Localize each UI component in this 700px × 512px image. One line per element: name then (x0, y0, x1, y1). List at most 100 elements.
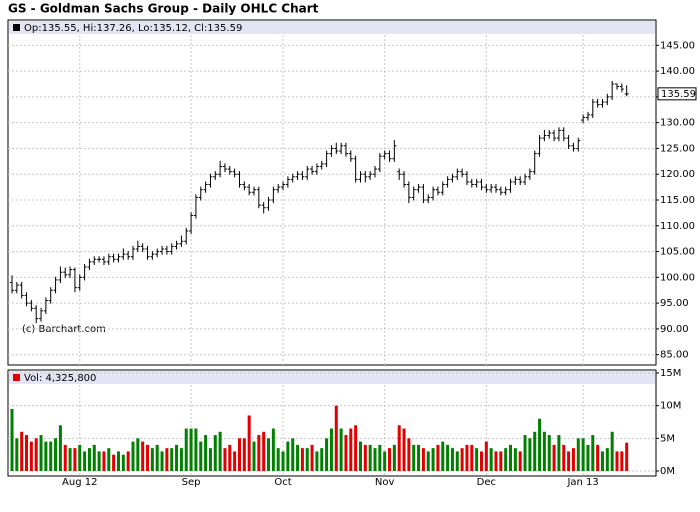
volume-bar (484, 441, 488, 471)
volume-bar (141, 441, 145, 471)
volume-bar (44, 441, 48, 471)
volume-bar (615, 451, 619, 471)
volume-bar (446, 444, 450, 471)
volume-bar (25, 435, 29, 471)
volume-bar (475, 448, 479, 471)
volume-bar (39, 435, 43, 471)
volume-bar (179, 448, 183, 471)
y-tick-label: 90.00 (660, 324, 689, 335)
y-tick-label: 15M (660, 368, 681, 379)
price-panel (7, 19, 657, 366)
volume-bar (58, 425, 62, 471)
volume-bar (412, 444, 416, 471)
volume-bar (267, 438, 271, 471)
x-tick-label: Sep (182, 477, 201, 488)
chart-title: GS - Goldman Sachs Group - Daily OHLC Ch… (8, 2, 319, 16)
volume-bar (97, 451, 101, 471)
volume-bar (223, 448, 227, 471)
volume-bar (315, 451, 319, 471)
volume-bar (557, 435, 561, 471)
volume-bar (73, 448, 77, 471)
volume-bar (358, 441, 362, 471)
volume-bar (218, 431, 222, 471)
volume-bar (455, 451, 459, 471)
volume-bar (494, 451, 498, 471)
volume-bar (170, 448, 174, 471)
volume-bar (581, 438, 585, 471)
volume-bar (310, 444, 314, 471)
y-tick-label: 110.00 (660, 221, 695, 232)
volume-bar (116, 451, 120, 471)
volume-bar (460, 448, 464, 471)
volume-bar (29, 441, 33, 471)
y-tick-label: 115.00 (660, 195, 695, 206)
volume-bar (620, 451, 624, 471)
volume-bar (286, 441, 290, 471)
volume-bar (184, 428, 188, 471)
volume-bar (204, 435, 208, 471)
price-tag-box (657, 87, 697, 101)
volume-bar (392, 444, 396, 471)
volume-bar (542, 431, 546, 471)
volume-bar (567, 451, 571, 471)
volume-bar (10, 408, 14, 471)
volume-bar (199, 441, 203, 471)
volume-bar (354, 425, 358, 471)
volume-bar (262, 431, 266, 471)
volume-bar (271, 428, 275, 471)
x-tick-label: Nov (375, 477, 395, 488)
volume-bar (388, 448, 392, 471)
volume-bar (509, 444, 513, 471)
volume-bar (92, 444, 96, 471)
volume-bar (513, 448, 517, 471)
volume-legend-swatch (13, 374, 20, 381)
price-tag: 135.59 (661, 89, 696, 100)
y-tick-label: 85.00 (660, 350, 689, 361)
volume-bar (518, 451, 522, 471)
volume-bar (276, 448, 280, 471)
x-tick-label: Dec (477, 477, 496, 488)
volume-bar (489, 448, 493, 471)
volume-bar (334, 405, 338, 471)
volume-bar (213, 435, 217, 471)
volume-bar (436, 444, 440, 471)
volume-bar (15, 438, 19, 471)
volume-bar (339, 428, 343, 471)
volume-bar (107, 448, 111, 471)
volume-bar (296, 444, 300, 471)
volume-bar (402, 428, 406, 471)
volume-bar (34, 438, 38, 471)
volume-bar (112, 454, 116, 471)
volume-bar (189, 428, 193, 471)
y-tick-label: 130.00 (660, 118, 695, 129)
volume-bar (252, 441, 256, 471)
volume-bar (450, 448, 454, 471)
price-header (9, 21, 655, 34)
volume-bar (499, 451, 503, 471)
y-tick-label: 140.00 (660, 66, 695, 77)
volume-bar (441, 441, 445, 471)
volume-bar (165, 448, 169, 471)
volume-bar (552, 444, 556, 471)
volume-bar (538, 418, 542, 471)
volume-legend: Vol: 4,325,800 (24, 373, 96, 384)
volume-bar (242, 438, 246, 471)
volume-bar (155, 444, 159, 471)
y-tick-label: 0M (660, 466, 675, 477)
volume-bar (325, 438, 329, 471)
volume-bar (49, 441, 53, 471)
y-tick-label: 120.00 (660, 169, 695, 180)
volume-bar (605, 448, 609, 471)
volume-bar (547, 435, 551, 471)
volume-bar (233, 451, 237, 471)
volume-bar (228, 444, 232, 471)
volume-bar (596, 444, 600, 471)
volume-bar (625, 442, 629, 471)
volume-bar (247, 415, 251, 471)
volume-bar (533, 431, 537, 471)
volume-bar (257, 435, 261, 471)
volume-bar (131, 441, 135, 471)
volume-bar (523, 435, 527, 471)
volume-bar (383, 451, 387, 471)
